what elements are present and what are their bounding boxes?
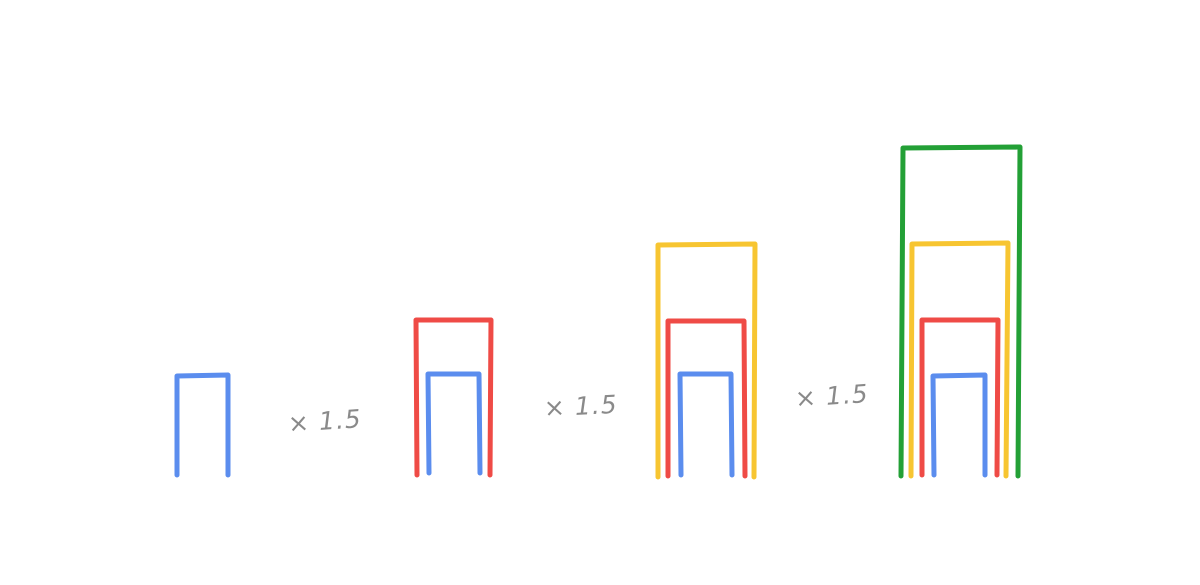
multiplier-label-1: × 1.5 bbox=[287, 404, 362, 438]
arch-green bbox=[898, 144, 1023, 479]
multiplier-label-3: × 1.5 bbox=[794, 379, 869, 413]
stage-3 bbox=[655, 241, 758, 480]
stage-2 bbox=[413, 317, 494, 478]
arch-blue bbox=[174, 372, 231, 478]
arch-yellow bbox=[655, 241, 758, 480]
stage-4 bbox=[898, 144, 1023, 479]
arch-blue bbox=[930, 372, 988, 478]
arch-blue bbox=[425, 371, 483, 476]
arch-red bbox=[665, 318, 748, 479]
arch-red bbox=[413, 317, 494, 478]
multiplier-label-2: × 1.5 bbox=[543, 390, 618, 423]
arch-red bbox=[919, 317, 1001, 478]
arch-blue bbox=[677, 371, 735, 478]
arch-yellow bbox=[908, 240, 1011, 479]
stage-1 bbox=[174, 372, 231, 478]
